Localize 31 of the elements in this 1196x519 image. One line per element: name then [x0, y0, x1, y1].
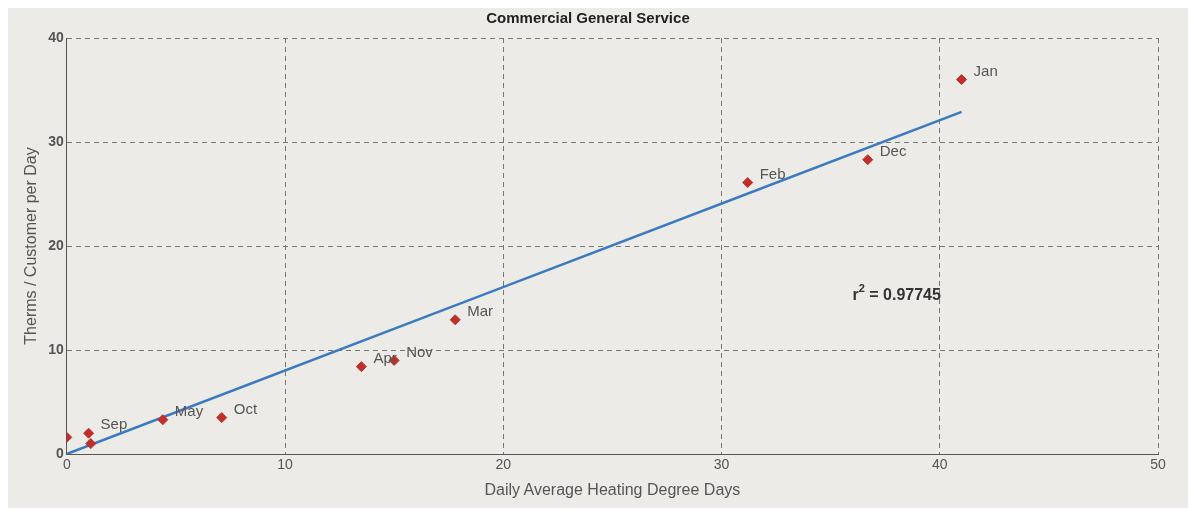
point: [956, 74, 968, 86]
point: [862, 154, 874, 166]
annotation: Apr: [373, 348, 397, 366]
annotation: May: [174, 401, 204, 419]
annotation: Jan: [973, 61, 998, 79]
annotation: Mar: [467, 301, 494, 319]
x-tick-label: 20: [495, 456, 512, 473]
annotation: Sep: [100, 415, 128, 433]
chart-title: Commercial General Service: [486, 9, 690, 27]
x-axis-title: Daily Average Heating Degree Days: [484, 480, 741, 498]
x-tick-label: 40: [931, 456, 948, 473]
y-axis-title: Therms / Customer per Day: [22, 147, 40, 345]
y-tick-label: 20: [48, 236, 64, 253]
x-tick-label: 30: [713, 456, 730, 473]
y-tick-label: 0: [55, 444, 64, 461]
x-tick-label: 50: [1150, 456, 1166, 473]
point: [216, 412, 228, 424]
point: [355, 361, 367, 373]
x-tick-label: 10: [277, 456, 294, 473]
annotation: Dec: [879, 141, 907, 159]
point: [449, 314, 461, 326]
y-tick-label: 10: [48, 340, 64, 357]
annotation: Oct: [233, 399, 258, 417]
point: [742, 177, 754, 189]
point: [85, 438, 97, 450]
annotation: Nov: [406, 342, 434, 360]
point: [83, 427, 95, 439]
point: [157, 414, 169, 426]
y-tick-label: 40: [48, 28, 64, 45]
y-tick-label: 30: [48, 132, 64, 149]
annotation: Feb: [759, 164, 786, 182]
